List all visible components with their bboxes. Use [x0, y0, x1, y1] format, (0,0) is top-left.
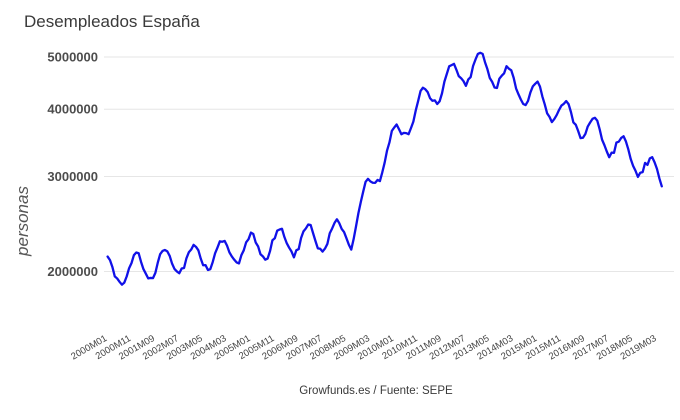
svg-text:2000000: 2000000	[47, 264, 98, 279]
svg-text:personas: personas	[13, 186, 32, 257]
svg-text:3000000: 3000000	[47, 169, 98, 184]
svg-text:4000000: 4000000	[47, 102, 98, 117]
svg-text:Growfunds.es / Fuente: SEPE: Growfunds.es / Fuente: SEPE	[299, 385, 453, 397]
svg-text:5000000: 5000000	[47, 49, 98, 64]
